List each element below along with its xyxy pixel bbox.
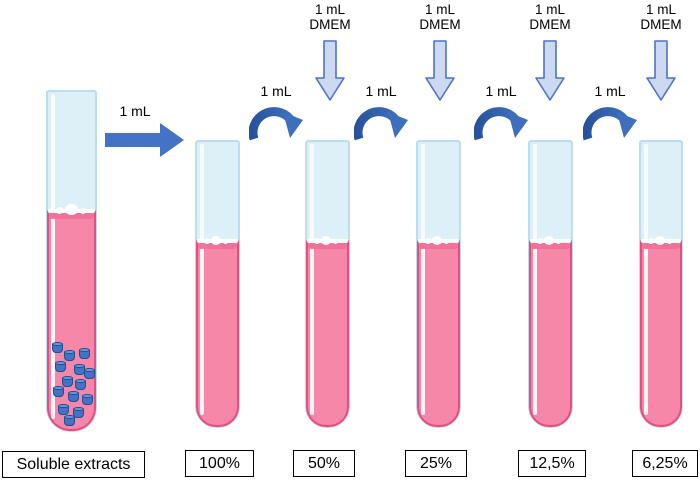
bubble xyxy=(537,238,543,244)
dilution-arrow-label: 1 mL xyxy=(485,83,517,99)
tube-6-25 xyxy=(639,140,683,428)
bubble xyxy=(432,236,442,245)
curved-transfer-arrow-icon xyxy=(249,107,303,141)
dilution-arrow-label: 1 mL xyxy=(365,83,397,99)
tube-surface-shade xyxy=(642,243,680,249)
dmem-label: 1 mL DMEM xyxy=(629,2,693,32)
tube-surface-shade xyxy=(308,243,347,249)
tube-50 xyxy=(305,140,350,428)
tube-caption-6-25: 6,25% xyxy=(632,450,698,477)
dmem-label-line1: 1 mL xyxy=(314,2,345,17)
transfer-arrow-label: 1 mL xyxy=(119,103,151,119)
dmem-label: 1 mL DMEM xyxy=(298,2,362,32)
curved-transfer-arrow-icon xyxy=(354,107,408,141)
dmem-label-line2: DMEM xyxy=(529,17,571,32)
bubble xyxy=(56,207,63,214)
bubble xyxy=(211,236,221,245)
bubble xyxy=(648,238,654,244)
bubble xyxy=(333,239,338,244)
dmem-down-arrow-icon xyxy=(425,40,455,101)
tube-caption-12-5: 12,5% xyxy=(518,450,586,477)
extract-particle xyxy=(82,394,93,405)
curved-transfer-arrow-icon xyxy=(474,107,528,141)
source-tube-caption: Soluble extracts xyxy=(2,451,145,478)
dmem-label-line2: DMEM xyxy=(640,17,682,32)
extract-particle xyxy=(55,361,66,372)
dmem-label: 1 mL DMEM xyxy=(408,2,472,32)
source-tube-surface-shade xyxy=(49,213,94,219)
tube-caption-50: 50% xyxy=(293,450,355,477)
extract-particle xyxy=(74,364,85,375)
tube-25 xyxy=(416,140,461,428)
tube-liquid xyxy=(417,240,460,427)
bubble xyxy=(444,239,449,244)
dmem-down-arrow-icon xyxy=(315,40,345,101)
tube-liquid xyxy=(196,240,239,427)
extract-particle xyxy=(58,404,69,415)
bubble xyxy=(655,236,665,245)
tube-caption-25: 25% xyxy=(405,450,467,477)
tube-100 xyxy=(195,140,240,428)
dmem-label-line1: 1 mL xyxy=(645,2,676,17)
tube-surface-shade xyxy=(531,243,570,249)
source-tube xyxy=(46,90,97,432)
dmem-down-arrow-icon xyxy=(646,40,676,101)
dmem-label-line1: 1 mL xyxy=(534,2,565,17)
extract-particle xyxy=(75,379,86,390)
extract-particle xyxy=(84,368,95,379)
bubble xyxy=(544,236,554,245)
tube-surface-shade xyxy=(419,243,458,249)
particles-layer xyxy=(46,90,97,432)
dmem-label: 1 mL DMEM xyxy=(518,2,582,32)
bubble xyxy=(80,208,86,214)
bubble xyxy=(65,204,78,215)
extract-particle xyxy=(64,415,75,426)
extract-particle xyxy=(73,407,84,418)
tube-liquid xyxy=(306,240,349,427)
bubble xyxy=(204,238,210,244)
extract-particle xyxy=(79,348,90,359)
dmem-label-line1: 1 mL xyxy=(424,2,455,17)
dmem-down-arrow-icon xyxy=(535,40,565,101)
bubble xyxy=(556,239,561,244)
extract-particle xyxy=(68,391,79,402)
tube-caption-100: 100% xyxy=(185,450,254,477)
extract-particle xyxy=(62,376,73,387)
bubble xyxy=(425,238,431,244)
tube-liquid xyxy=(529,240,572,427)
dilution-arrow-label: 1 mL xyxy=(260,83,292,99)
curved-transfer-arrow-icon xyxy=(583,107,637,141)
dmem-label-line2: DMEM xyxy=(419,17,461,32)
transfer-right-arrow-icon xyxy=(105,123,184,157)
bubble xyxy=(667,239,672,244)
tube-liquid xyxy=(640,240,682,427)
extract-particle xyxy=(53,386,64,397)
tube-surface-shade xyxy=(198,243,237,249)
extract-particle xyxy=(64,350,75,361)
bubble xyxy=(314,238,320,244)
tube-12-5 xyxy=(528,140,573,428)
bubble xyxy=(223,239,228,244)
extract-particle xyxy=(52,342,63,353)
dmem-label-line2: DMEM xyxy=(309,17,351,32)
dilution-arrow-label: 1 mL xyxy=(594,83,626,99)
bubble xyxy=(321,236,331,245)
